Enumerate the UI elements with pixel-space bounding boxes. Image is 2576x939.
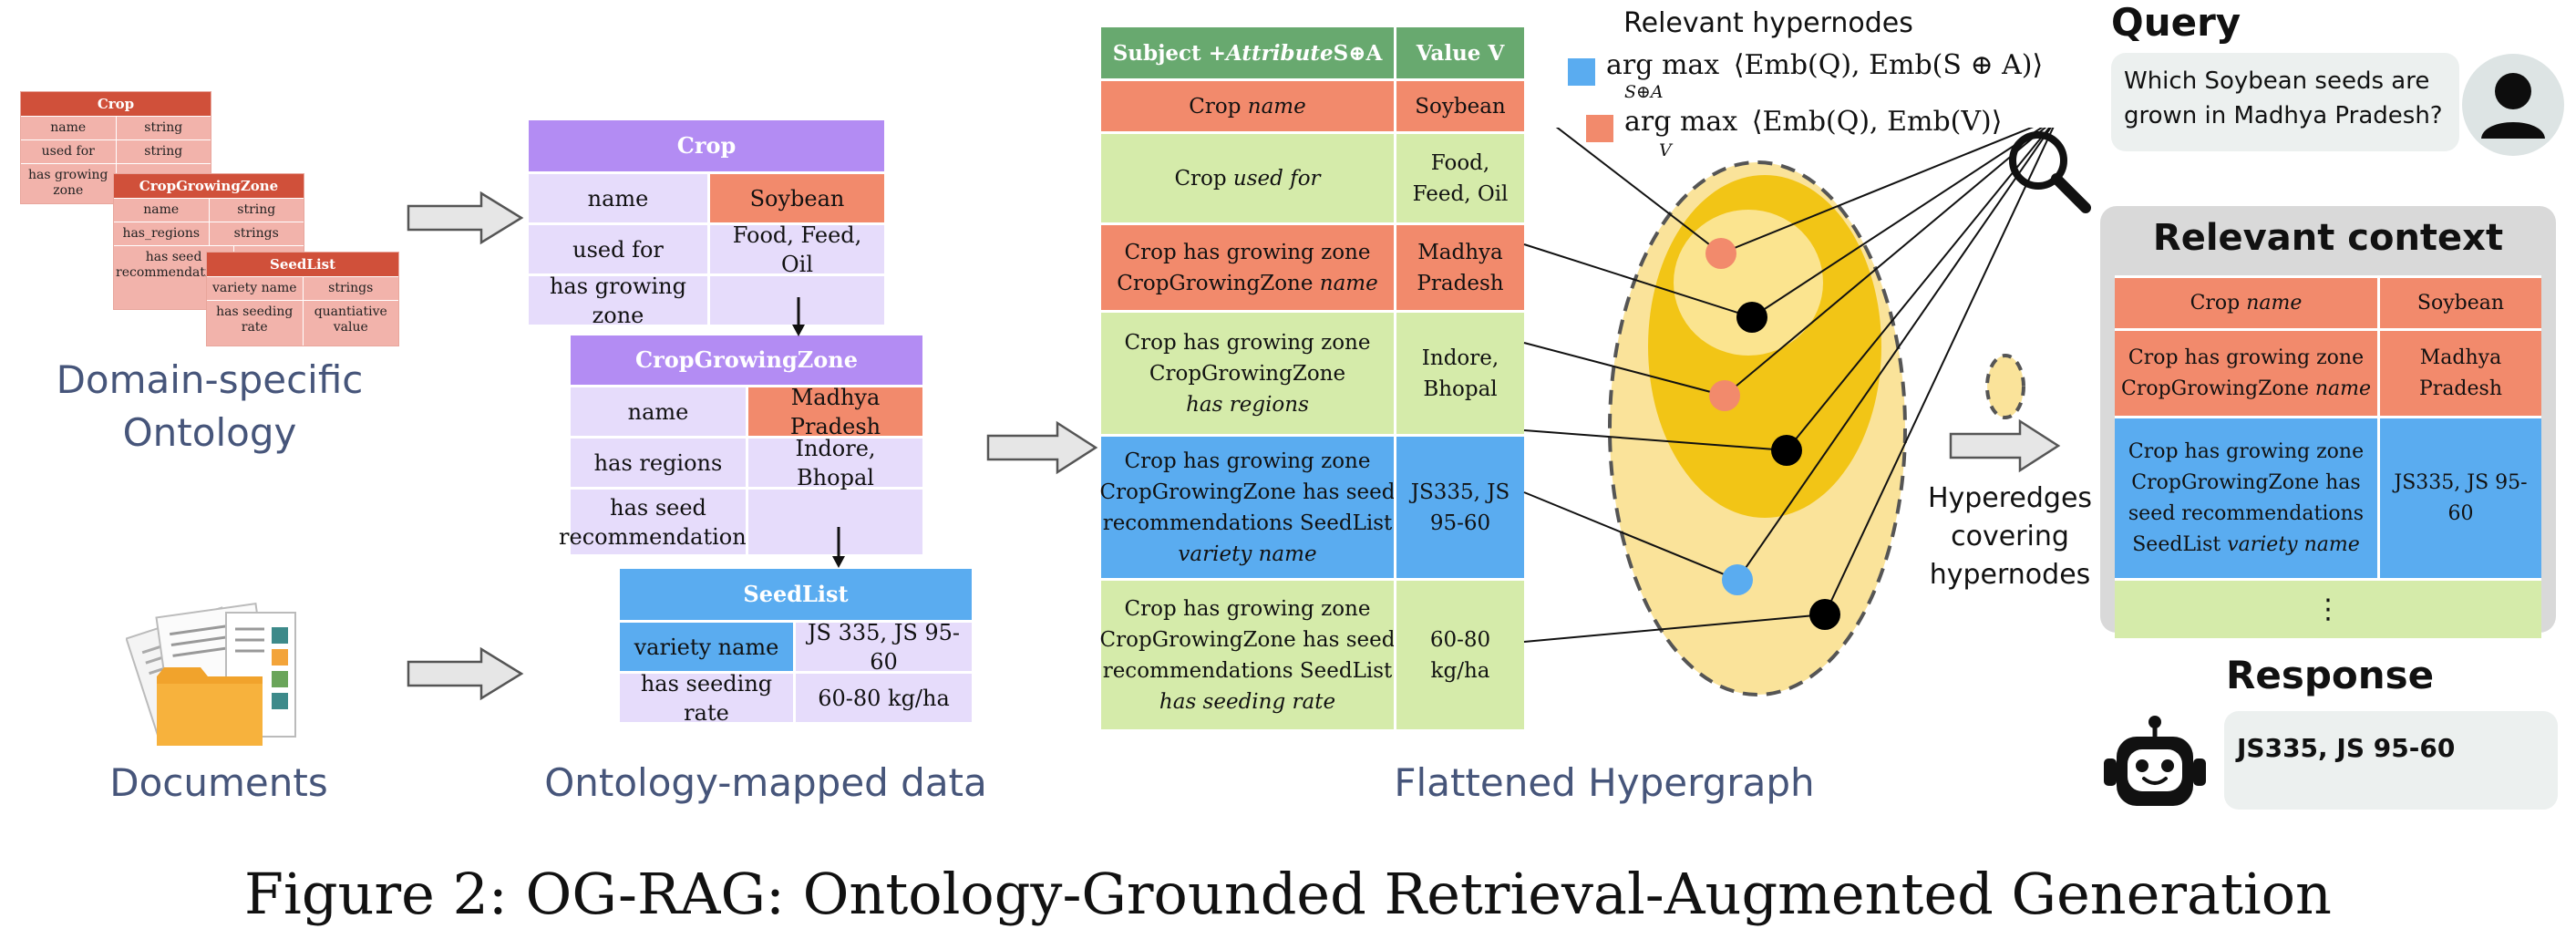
subject-attribute-cell: Crop has growing zone CropGrowingZone has… [1100,437,1395,578]
arrow-right-icon [986,420,1098,475]
node-black [1809,599,1840,630]
subject-attribute-cell: Crop has growing zone CropGrowingZone nam… [2115,331,2377,416]
arrow-right-icon [407,191,524,245]
value-cell: Madhya Pradesh [2377,331,2541,416]
relevant-hypernodes-label: Relevant hypernodes [1623,7,1913,39]
response-title: Response [2226,653,2435,697]
ontology-card-seedlist: SeedList variety name strings has seeding… [206,252,399,346]
node-orange [1709,380,1740,411]
value-cell: 60-80 kg/ha [1394,581,1524,729]
header-value: Value V [1394,27,1524,78]
value-cell: Soybean [1394,81,1524,131]
magnifier-icon [2009,131,2091,213]
mapped-table-title: SeedList [620,569,972,620]
table-row: Crop has growing zone CropGrowingZone has… [2115,416,2541,578]
table-row: name Soybean [529,171,884,222]
ontology-card-row: variety name strings [207,276,398,300]
subject-attribute-cell: Crop name [2115,278,2377,328]
documents-icon [126,603,296,746]
blue-square-icon [1568,58,1595,86]
user-avatar-icon [2462,54,2564,156]
hyperedges-label: Hyperedges covering hypernodes [1927,482,2093,591]
subject-attribute-cell: Crop has growing zone CropGrowingZone nam… [1101,225,1394,310]
value-cell: Food, Feed, Oil [1394,134,1524,222]
figure-caption: Figure 2: OG-RAG: Ontology-Grounded Retr… [243,861,2332,927]
ontology-caption: Domain-specific Ontology [56,357,364,455]
ontology-card-row: has_regions strings [114,222,304,245]
ontology-card-row: has seeding rate quantiative value [207,300,398,346]
table-row: used for Food, Feed, Oil [529,222,884,277]
value-cell: JS335, JS 95- 60 [2377,418,2541,578]
table-row: has regions Indore, Bhopal [571,436,922,490]
mapped-table-seedlist: SeedList variety name JS 335, JS 95-60 h… [620,569,972,726]
inner-hyperedge [1674,210,1823,356]
table-row: Crop has growing zone CropGrowingZone nam… [2115,328,2541,416]
ontology-card-row: has seed recommendations [114,245,304,309]
relevant-context-title: Relevant context [2152,217,2504,259]
table-row: Crop used for Food, Feed, Oil [1101,131,1524,222]
node-blue [1722,564,1753,595]
ontology-card-crop: Crop name string used for string has growi… [20,91,211,204]
mapped-table-title: Crop [529,120,884,171]
documents-caption: Documents [109,760,328,805]
subject-attribute-cell: Crop has growing zone CropGrowingZone has… [2115,418,2377,578]
formula-sa: arg max ⟨Emb(Q), Emb(S ⊕ A)⟩ S⊕A [1568,47,2043,106]
arrow-down-icon [832,527,845,568]
table-row: Crop has growing zone CropGrowingZone nam… [1101,222,1524,310]
ontology-card-title: CropGrowingZone [114,174,304,198]
subject-attribute-cell: Crop used for [1101,134,1394,222]
table-row: has seeding rate 60-80 kg/ha [620,671,972,726]
header-subject-attribute: Subject + Attribute S⊕A [1112,40,1383,66]
query-title: Query [2111,0,2241,45]
flattened-table: Subject + Attribute S⊕A Value V Crop nam… [1100,27,1524,729]
relevant-context-panel: Relevant context Crop name Soybean Crop ha… [2100,206,2556,638]
node-black [1771,435,1802,466]
value-cell: JS335, JS 95-60 [1394,437,1524,578]
table-row: Crop has growing zone CropGrowingZone has… [1100,578,1524,729]
value-cell: Indore, Bhopal [1394,313,1524,434]
flattened-caption: Flattened Hypergraph [1394,760,1815,805]
orange-square-icon [1586,115,1613,142]
value-cell: Soybean [2377,278,2541,328]
ontology-card-row: name string [114,198,304,222]
table-row: has growing zone [529,273,884,328]
arrow-down-icon [792,297,805,336]
subject-attribute-cell: Crop has growing zone CropGrowingZone has … [1101,313,1394,434]
formula-v: arg max ⟨Emb(Q), Emb(V)⟩ V [1586,106,2005,166]
flattened-table-header: Subject + Attribute S⊕A Value V [1101,27,1524,78]
ellipsis-icon: ⋮ [2115,581,2541,638]
table-row: has seed recommendations [559,487,922,554]
ontology-card-title: SeedList [207,253,398,276]
hypergraph-diagram [1523,128,2055,697]
subject-attribute-cell: Crop name [1101,81,1394,131]
robot-icon [2104,716,2206,806]
table-row: Crop name Soybean [1101,78,1524,131]
value-cell: Madhya Pradesh [1394,225,1524,310]
subject-attribute-cell: Crop has growing zone CropGrowingZone has… [1100,581,1395,729]
table-row: variety name JS 335, JS 95-60 [620,620,972,675]
mapped-table-crop: Crop name Soybean used for Food, Feed, O… [529,120,884,328]
table-row: Crop has growing zone CropGrowingZone has … [1101,310,1524,434]
table-row: Crop name Soybean [2115,275,2541,328]
ontology-card-row: has growing zone [21,163,211,203]
relevant-context-table: Crop name Soybean Crop has growing zone Cro… [2115,275,2541,638]
mapped-table-title: CropGrowingZone [571,335,922,385]
ontology-card-row: used for string [21,139,211,163]
query-bubble: Which Soybean seeds are grown in Madhya … [2111,53,2459,151]
ontology-card-row: name string [21,116,211,139]
arrow-right-icon [407,646,524,701]
mapped-caption: Ontology-mapped data [544,760,987,805]
node-orange [1705,238,1736,269]
table-row: name Madhya Pradesh [571,385,922,439]
node-black [1736,302,1767,333]
mapped-table-zone: CropGrowingZone name Madhya Pradesh has … [559,335,922,554]
response-bubble: JS335, JS 95-60 [2224,711,2558,810]
ontology-card-title: Crop [21,92,211,116]
arrow-right-icon [1949,418,2061,473]
table-row: Crop has growing zone CropGrowingZone has… [1100,434,1524,578]
small-hyperedge [1985,354,2025,419]
table-row: ⋮ [2115,578,2541,638]
